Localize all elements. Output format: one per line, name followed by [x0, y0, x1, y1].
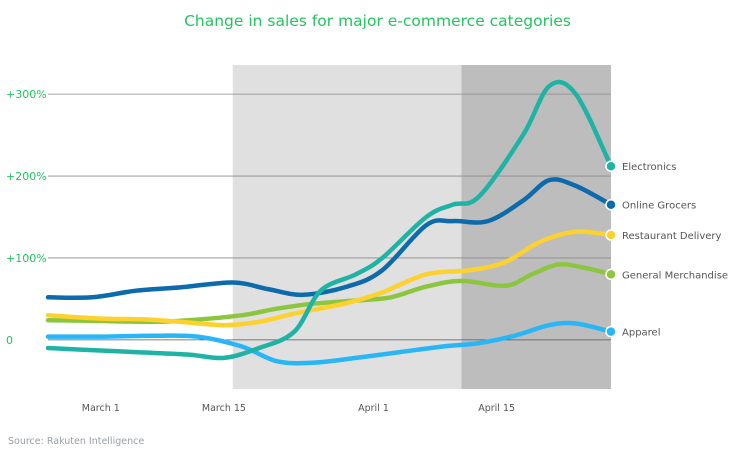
source-note: Source: Rakuten Intelligence [8, 436, 145, 447]
series-end-point-general-merchandise [605, 268, 617, 281]
series-end-point-restaurant-delivery [605, 229, 617, 241]
series-label-restaurant-delivery: Restaurant Delivery [622, 231, 722, 242]
series-end-point-electronics [605, 160, 617, 172]
series-end-point-apparel [605, 325, 617, 338]
series-label-general-merchandise: General Merchandise [622, 270, 728, 281]
shaded-period-2 [461, 65, 611, 389]
series-label-apparel: Apparel [622, 328, 661, 339]
chart-title: Change in sales for major e-commerce cat… [184, 12, 571, 30]
y-tick-label: 0 [6, 334, 13, 347]
x-tick-label: March 15 [202, 403, 246, 414]
series-label-online-grocers: Online Grocers [622, 201, 696, 212]
series-label-electronics: Electronics [622, 162, 677, 173]
x-tick-label: March 1 [82, 403, 120, 414]
x-tick-label: April 1 [358, 403, 389, 414]
series-line-electronics [45, 79, 614, 361]
series-end-point-online-grocers [605, 198, 617, 211]
y-tick-label: +100% [6, 252, 47, 265]
y-tick-label: +300% [6, 88, 47, 101]
series-line-restaurant-delivery [45, 229, 614, 328]
series-line-online-grocers [45, 177, 614, 301]
x-tick-label: April 15 [478, 403, 515, 414]
series-line-apparel [45, 320, 614, 366]
y-tick-label: +200% [6, 170, 47, 183]
